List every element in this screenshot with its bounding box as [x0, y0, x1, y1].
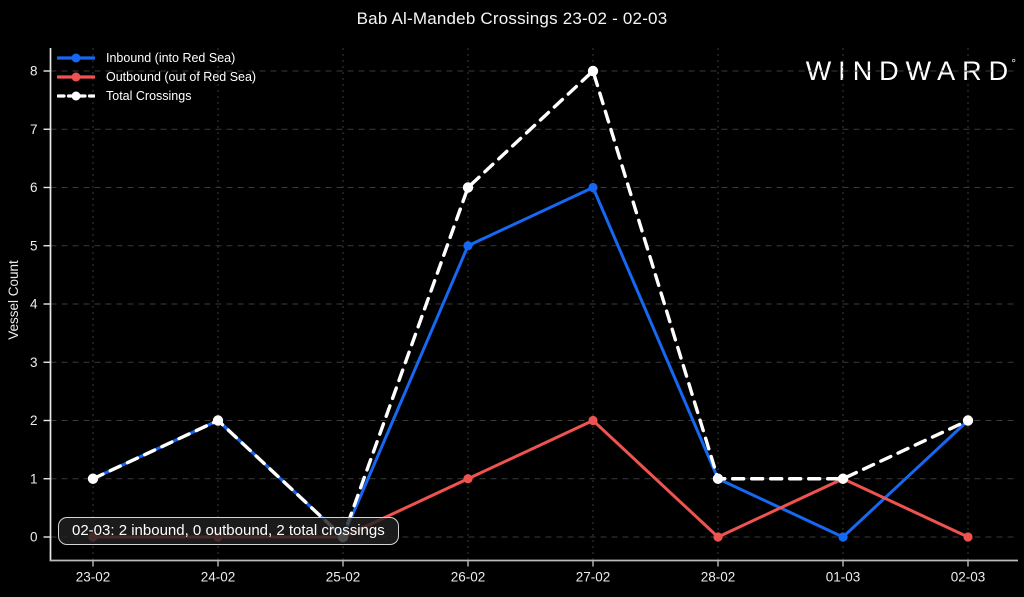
legend-item-total[interactable]: Total Crossings — [57, 89, 256, 103]
legend-swatch-dot — [71, 53, 81, 63]
data-point-marker[interactable] — [463, 474, 473, 484]
windward-wordmark: WINDWARD — [805, 56, 1016, 86]
legend-label-inbound: Inbound (into Red Sea) — [106, 51, 236, 65]
data-point-marker[interactable] — [588, 415, 598, 426]
series-line-2 — [91, 69, 970, 539]
legend-item-outbound[interactable]: Outbound (out of Red Sea) — [57, 70, 256, 84]
data-point-marker[interactable] — [838, 532, 848, 542]
y-tick-label: 8 — [30, 64, 38, 79]
y-tick-label: 3 — [30, 355, 38, 370]
windward-degree-mark: ° — [1011, 56, 1016, 70]
y-tick-label: 0 — [30, 530, 38, 545]
y-tick-label: 5 — [30, 238, 38, 253]
x-tick-label: 25-02 — [326, 570, 361, 585]
data-point-marker[interactable] — [87, 473, 99, 484]
legend-item-inbound[interactable]: Inbound (into Red Sea) — [57, 51, 256, 65]
y-tick-label: 6 — [30, 180, 38, 195]
legend-swatch-dot — [71, 72, 81, 82]
x-tick-label: 01-03 — [826, 570, 861, 585]
data-point-marker[interactable] — [463, 241, 473, 251]
chart-title: Bab Al-Mandeb Crossings 23-02 - 02-03 — [356, 9, 668, 28]
data-point-marker[interactable] — [837, 473, 849, 484]
data-point-marker[interactable] — [713, 532, 723, 542]
y-tick-label: 1 — [30, 471, 38, 486]
legend-label-total: Total Crossings — [106, 89, 192, 103]
x-tick-label: 26-02 — [451, 570, 486, 585]
chart-legend: Inbound (into Red Sea) Outbound (out of … — [57, 51, 256, 103]
data-point-marker[interactable] — [462, 182, 474, 193]
data-point-marker[interactable] — [712, 473, 724, 484]
x-tick-label: 02-03 — [951, 570, 986, 585]
data-point-marker[interactable] — [587, 65, 599, 77]
legend-swatch-total-icon — [57, 91, 95, 101]
data-point-marker[interactable] — [588, 182, 598, 193]
x-tick-label: 23-02 — [76, 570, 111, 585]
data-point-tooltip: 02-03: 2 inbound, 0 outbound, 2 total cr… — [58, 517, 399, 545]
x-tick-label: 28-02 — [701, 570, 736, 585]
x-tick-label: 24-02 — [201, 570, 236, 585]
legend-swatch-outbound-icon — [57, 72, 95, 82]
data-point-marker[interactable] — [962, 415, 974, 426]
series-line-0 — [91, 186, 970, 539]
legend-swatch-dot — [71, 91, 81, 101]
legend-label-outbound: Outbound (out of Red Sea) — [106, 70, 257, 84]
data-point-marker[interactable] — [963, 532, 973, 542]
y-tick-label: 2 — [30, 413, 38, 428]
windward-logo: WINDWARD° — [806, 56, 1016, 87]
data-point-marker[interactable] — [212, 415, 224, 426]
y-tick-label: 7 — [30, 122, 38, 137]
y-axis-title: Vessel Count — [6, 260, 21, 340]
y-tick-label: 4 — [30, 297, 38, 312]
legend-swatch-inbound-icon — [57, 53, 95, 63]
x-tick-label: 27-02 — [576, 570, 611, 585]
